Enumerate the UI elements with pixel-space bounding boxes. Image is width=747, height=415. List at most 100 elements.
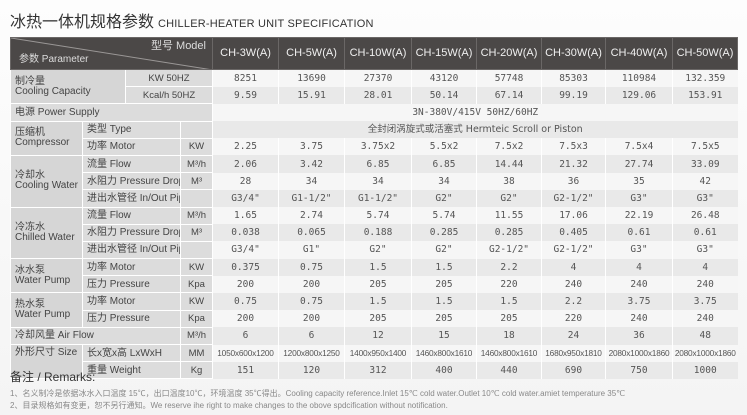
value-cell: 0.375: [212, 258, 279, 276]
value-cell: 21.32: [541, 155, 606, 173]
group-label-en: Cooling Water: [15, 180, 78, 192]
title-cn: 冰热一体机规格参数: [10, 14, 155, 31]
row-label: 功率 Motor: [82, 137, 181, 156]
value-cell: 4: [605, 258, 673, 276]
value-cell: 240: [672, 275, 738, 293]
value-cell: 1200x800x1250: [278, 344, 345, 362]
unit-cell: Kpa: [180, 275, 213, 294]
header-corner: 型号 Model 参数 Parameter: [10, 37, 213, 70]
value-cell: 1680x950x1810: [541, 344, 606, 362]
value-cell: G1-1/2": [344, 189, 412, 207]
table-row: 水阻力 Pressure Drop M³ 28 34 34 34 38 36 35 42: [11, 172, 738, 191]
value-cell: 110984: [605, 69, 673, 87]
unit-cell: M³/h: [180, 206, 213, 225]
table-row: Kcal/h 50HZ 9.59 15.91 28.01 50.14 67.14 99.19…: [11, 86, 738, 105]
value-cell: 3.75x2: [344, 138, 412, 156]
remarks-title: 备注 / Remarks:: [10, 370, 96, 384]
value-cell: G1": [278, 241, 345, 259]
value-cell: 57748: [476, 69, 542, 87]
value-cell: 153.91: [672, 86, 738, 104]
table-row: 冰水泵 Water Pump 功率 Motor KW 0.375 0.75 1.5 1.5 2.…: [10, 258, 738, 294]
table-row: 冷却风量 Air Flow M³/h 6 6 12 15 18 24 36 48: [10, 326, 738, 346]
unit-cell: Kcal/h 50HZ: [125, 86, 213, 105]
group-label-cn: 压缩机: [15, 127, 45, 139]
value-cell: 26.48: [672, 207, 738, 225]
value-cell: 8251: [212, 69, 279, 87]
table-row: 外形尺寸 Size 长x宽x高 LxWxH MM 1050x600x1200 1200x…: [10, 343, 738, 380]
value-cell: 48: [672, 327, 738, 345]
value-cell: 4: [672, 258, 738, 276]
group-label-cn: 制冷量: [15, 75, 45, 87]
remark-line: 1、名义制冷是依据冰水入口温度 15℃，出口温度10℃，环境温度 35℃得出。C…: [10, 389, 626, 398]
value-cell: 35: [605, 172, 673, 190]
unit-cell: [180, 240, 213, 260]
table-row: 功率 Motor KW 2.25 3.75 3.75x2 5.5x2 7.5x2 7.5x3 7…: [11, 137, 738, 156]
unit-cell: KW: [180, 137, 213, 156]
value-cell: 27370: [344, 69, 412, 87]
value-cell: 132.359: [672, 69, 738, 87]
row-label: 功率 Motor: [82, 258, 181, 277]
unit-cell: Kg: [180, 361, 213, 380]
value-cell: 2.2: [541, 292, 606, 311]
table-row: 压力 Pressure Kpa 200 200 205 205 205 220 240 240: [11, 309, 738, 328]
group-label: 制冷量 Cooling Capacity: [10, 68, 126, 105]
value-cell: 0.61: [605, 224, 673, 242]
unit-cell: M³/h: [180, 154, 213, 174]
value-cell: 129.06: [605, 86, 673, 104]
model-header: CH-40W(A): [605, 37, 673, 70]
value-cell: 11.55: [476, 207, 542, 225]
value-cell: 1.5: [344, 258, 412, 276]
parameter-label: 参数 Parameter: [19, 54, 89, 65]
value-cell: 5.74: [411, 207, 477, 225]
value-cell: 5.5x2: [411, 138, 477, 156]
value-cell: 205: [411, 310, 477, 328]
value-cell: G2": [344, 241, 412, 259]
value-cell: 6.85: [344, 155, 412, 173]
value-cell: 200: [278, 310, 345, 328]
value-cell: 18: [476, 327, 542, 345]
row-label: 水阻力 Pressure Drop: [82, 172, 181, 191]
value-cell: 6: [278, 327, 345, 345]
value-cell: 28.01: [344, 86, 412, 104]
value-cell: 120: [278, 361, 345, 379]
value-cell: 690: [541, 361, 606, 379]
value-cell: 1.65: [212, 207, 279, 225]
value-cell: 42: [672, 172, 738, 190]
value-cell: 3.75: [278, 138, 345, 156]
row-label: 压力 Pressure: [82, 309, 181, 328]
value-cell: 12: [344, 327, 412, 345]
value-cell: 0.75: [212, 292, 279, 311]
table-row: 电源 Power Supply 3N-380V/415V 50HZ/60HZ: [10, 103, 738, 122]
group-label-cn: 冰水泵: [15, 264, 45, 276]
value-cell: 200: [212, 310, 279, 328]
row-label: 压力 Pressure: [82, 275, 181, 294]
remarks: 备注 / Remarks: 1、名义制冷是依据冰水入口温度 15℃，出口温度10…: [10, 368, 625, 412]
value-cell: G3": [672, 241, 738, 259]
group-label-en: Chilled Water: [15, 231, 75, 243]
unit-cell: KW 50HZ: [125, 68, 213, 88]
group-label-cn: 冷却水: [15, 170, 45, 182]
value-cell: 2080x1000x1860: [605, 344, 673, 362]
value-cell: 3.75: [672, 292, 738, 311]
value-cell: G3": [605, 241, 673, 259]
value-cell: 1400x950x1400: [344, 344, 412, 362]
value-cell: 5.74: [344, 207, 412, 225]
value-cell: 205: [344, 275, 412, 293]
value-cell: 34: [278, 172, 345, 190]
value-cell: 17.06: [541, 207, 606, 225]
value-cell: 0.405: [541, 224, 606, 242]
value-cell: 3.75: [605, 292, 673, 311]
group-label: 冷却水 Cooling Water: [10, 154, 83, 208]
row-label: 重量 Weight: [82, 361, 181, 380]
row-label: 流量 Flow: [82, 154, 181, 174]
header-row: 型号 Model 参数 Parameter CH-3W(A) CH-5W(A) CH-1…: [10, 37, 738, 70]
value-cell: G3": [672, 189, 738, 207]
value-cell: 200: [278, 275, 345, 293]
compressor-type-label: 类型 Type: [82, 120, 181, 139]
value-cell: G1-1/2": [278, 189, 345, 207]
value-cell: 0.188: [344, 224, 412, 242]
unit-cell: M³: [180, 223, 213, 242]
value-cell: 1460x800x1610: [476, 344, 542, 362]
value-cell: 34: [344, 172, 412, 190]
row-label: 水阻力 Pressure Drop: [82, 223, 181, 242]
